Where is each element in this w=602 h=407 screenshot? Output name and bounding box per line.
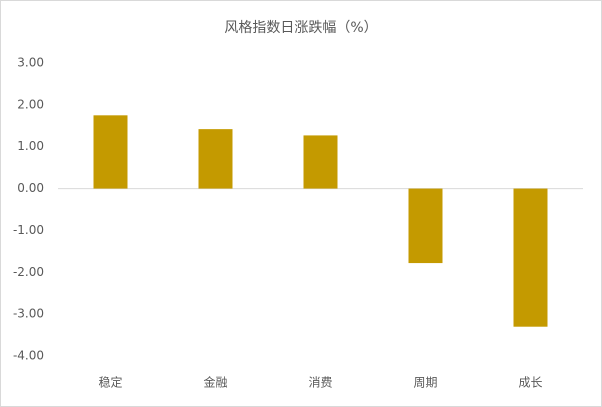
y-tick-label: 1.00 (17, 139, 44, 153)
y-tick-label: 2.00 (17, 97, 44, 111)
bar (513, 188, 548, 327)
x-tick-label: 成长 (518, 376, 542, 390)
bar (408, 188, 443, 264)
y-tick-label: -4.00 (13, 349, 44, 363)
x-tick-label: 消费 (308, 376, 332, 390)
bar (198, 129, 233, 189)
bar (303, 135, 338, 189)
x-tick-label: 稳定 (98, 375, 122, 390)
bar (93, 115, 128, 189)
y-tick-label: -2.00 (13, 265, 44, 279)
x-tick-label: 金融 (203, 375, 227, 390)
y-tick-label: 0.00 (17, 181, 44, 195)
y-tick-label: -1.00 (13, 223, 44, 237)
x-tick-label: 周期 (413, 376, 437, 390)
chart-title: 风格指数日涨跌幅（%） (224, 20, 377, 36)
y-tick-label: -3.00 (13, 307, 44, 321)
y-tick-label: 3.00 (17, 56, 44, 70)
